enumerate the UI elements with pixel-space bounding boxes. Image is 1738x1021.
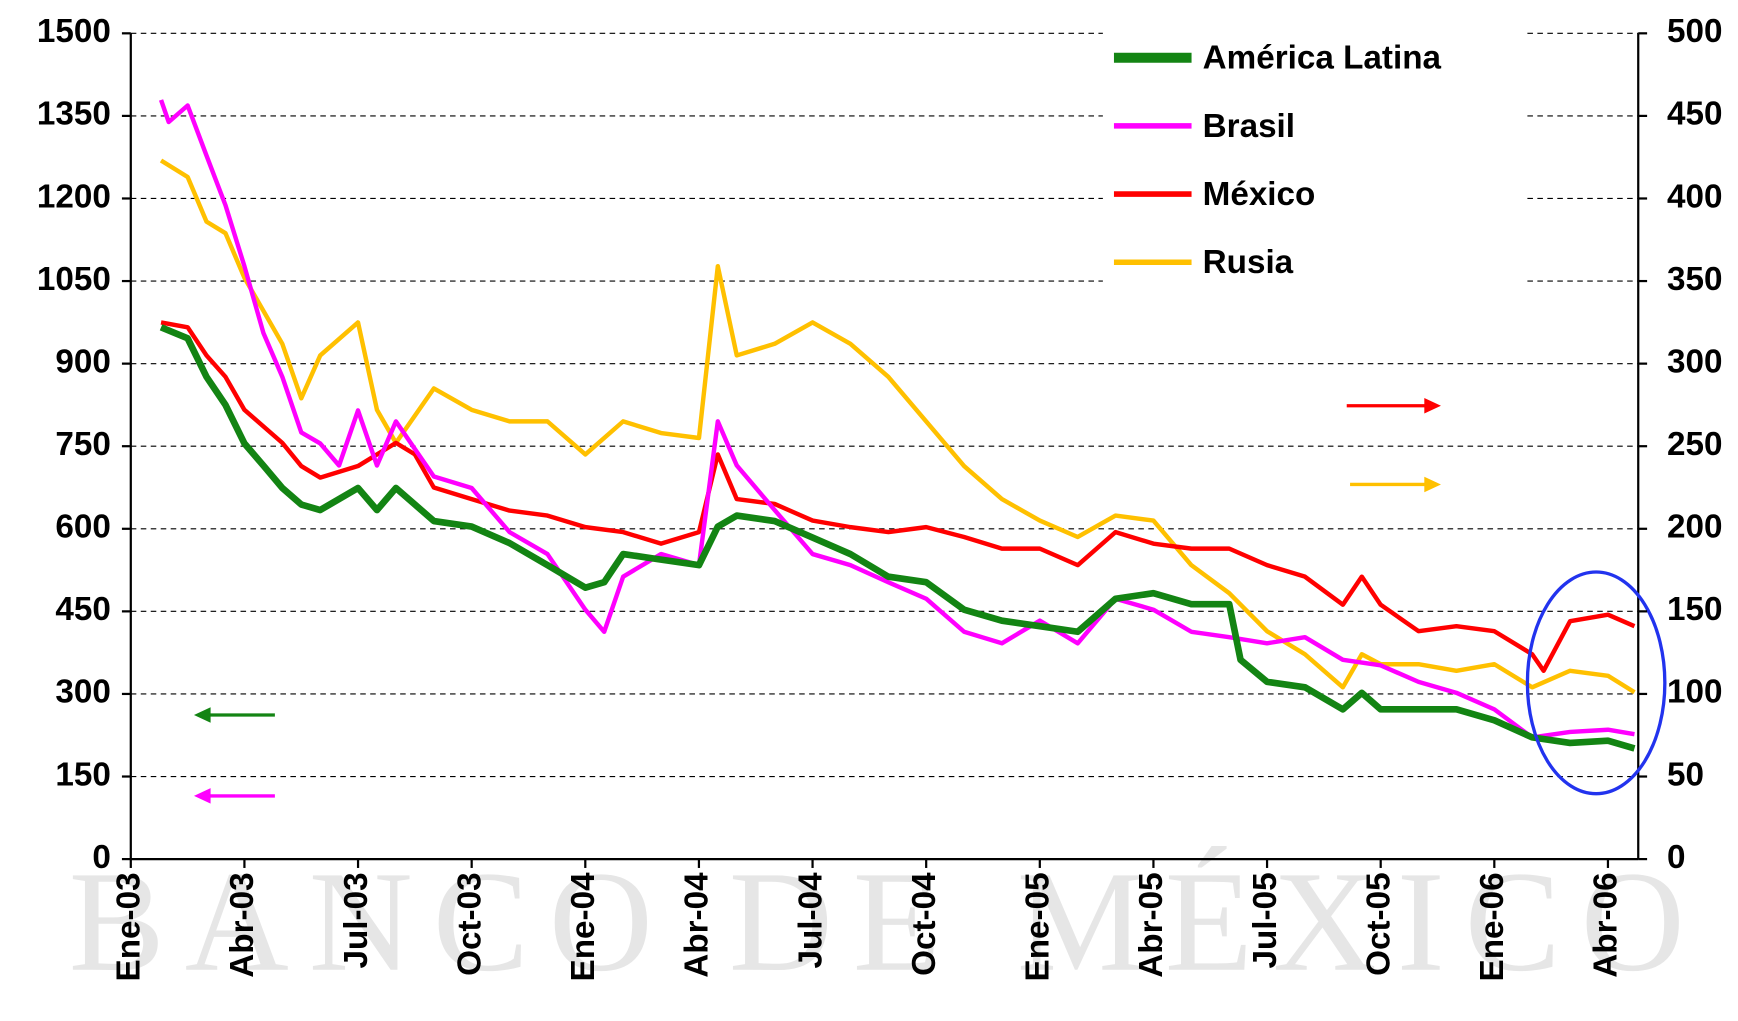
y-tick-label: 1200 [37,178,111,215]
x-tick-label: Ene-05 [1020,872,1057,981]
series-line [158,99,1635,740]
y-tick-label: 600 [55,509,110,546]
arrow-head [1424,397,1441,414]
legend-label: América Latina [1203,40,1442,77]
x-tick-label: Abr-04 [679,872,716,978]
x-tick-label: Jul-04 [792,872,829,969]
y-tick-label: 150 [55,756,110,793]
legend-label: México [1203,176,1316,213]
x-tick-label: Abr-06 [1588,872,1625,977]
y-tick-label: 0 [92,839,111,876]
y-tick-label: 300 [55,674,110,711]
legend-label: Brasil [1203,108,1295,145]
y2-tick-label: 200 [1667,509,1722,546]
watermark: BANCO DE MÉXICO [69,843,1705,1002]
y2-tick-label: 400 [1667,178,1722,215]
legend-label: Rusia [1203,244,1294,281]
y2-tick-label: 0 [1667,839,1685,876]
x-tick-label: Ene-04 [565,872,602,982]
y-tick-label: 1500 [37,13,111,50]
y-tick-label: 900 [55,343,110,380]
y2-tick-label: 250 [1667,426,1722,463]
y2-tick-label: 350 [1667,261,1722,298]
x-tick-label: Ene-06 [1474,872,1511,981]
y2-tick-label: 500 [1667,13,1722,50]
x-tick-label: Ene-03 [111,872,148,981]
y-tick-label: 1050 [37,261,111,298]
x-tick-label: Oct-04 [906,872,943,976]
x-tick-label: Oct-05 [1360,872,1397,975]
x-tick-label: Oct-03 [451,872,488,975]
x-tick-label: Jul-05 [1247,872,1284,968]
arrows [193,397,1441,804]
y2-tick-label: 300 [1667,343,1722,380]
y2-tick-label: 450 [1667,96,1722,133]
y2-tick-label: 50 [1667,756,1704,793]
y-tick-label: 450 [55,591,110,628]
y2-tick-label: 100 [1667,674,1722,711]
y-tick-label: 1350 [37,96,111,133]
highlight-ellipse [1525,570,1667,796]
y-tick-label: 750 [55,426,110,463]
arrow-head [193,707,211,723]
series-line [160,320,1636,673]
x-tick-label: Abr-03 [224,872,261,977]
x-tick-label: Abr-05 [1133,872,1170,977]
arrow-head [193,788,211,804]
legend-box [1102,31,1525,293]
series-line [159,158,1636,695]
arrow-head [1424,476,1441,493]
series-line [159,324,1636,752]
x-tick-label: Jul-03 [338,872,375,968]
y2-tick-label: 150 [1667,591,1722,628]
